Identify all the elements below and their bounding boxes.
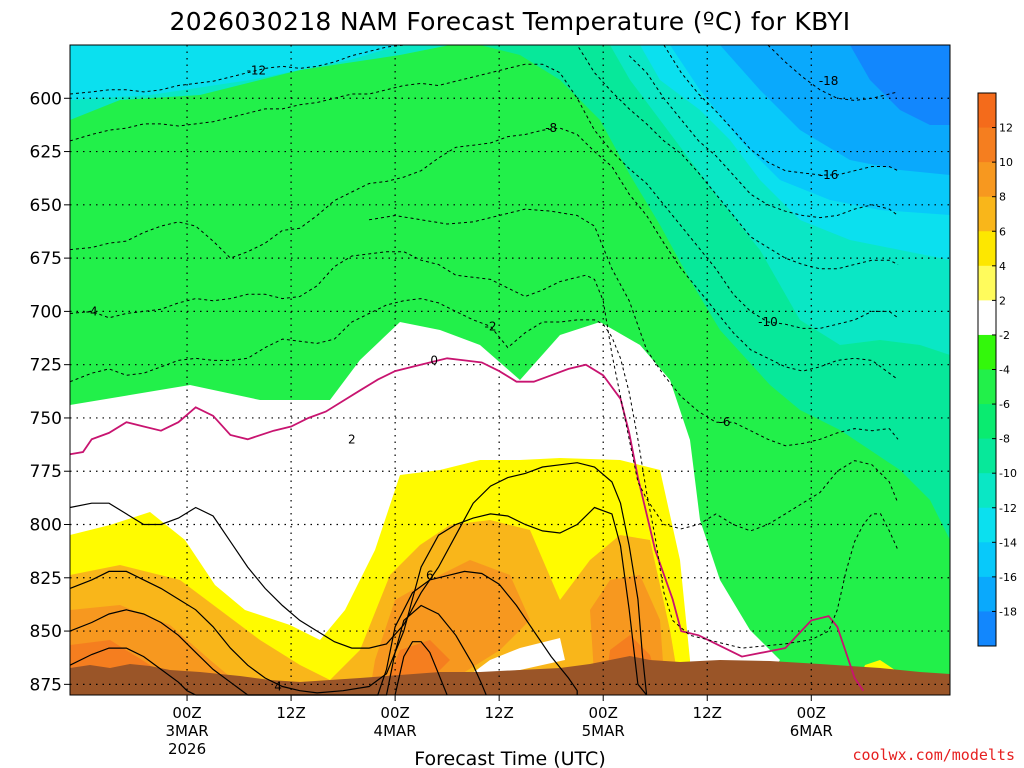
- y-tick-label: 825: [30, 569, 62, 589]
- colorbar-label: -8: [999, 433, 1010, 446]
- y-tick-label: 700: [30, 302, 62, 322]
- x-tick-label: 12Z: [484, 704, 513, 722]
- y-tick-label: 800: [30, 516, 62, 536]
- contour-label: 2: [348, 432, 356, 446]
- colorbar-label: -18: [999, 605, 1017, 618]
- x-tick-label: 00Z: [380, 704, 409, 722]
- colorbar-label: -10: [999, 467, 1017, 480]
- x-tick-date: 4MAR: [374, 722, 417, 740]
- colorbar-swatch: [978, 473, 996, 509]
- contour-minus16C: [663, 44, 899, 176]
- contour-minus18C: [767, 44, 899, 101]
- contour-minus14C: [628, 55, 899, 219]
- colorbar-label: -6: [999, 398, 1010, 411]
- contour-minus2C: [69, 298, 899, 649]
- contour-label: 0: [430, 353, 438, 367]
- contour-minus6C: [369, 208, 899, 447]
- chart-title: 2026030218 NAM Forecast Temperature (ºC)…: [170, 7, 851, 36]
- y-tick-label: 600: [30, 89, 62, 109]
- colorbar-swatch: [978, 300, 996, 336]
- fill-darkblue: [850, 45, 950, 125]
- colorbar-swatch: [978, 265, 996, 301]
- contour-minus8C: [69, 127, 899, 381]
- y-tick-label: 650: [30, 196, 62, 216]
- contour-label: -2: [485, 319, 497, 333]
- colorbar-swatch: [978, 196, 996, 232]
- contour-minus4C: [69, 251, 899, 532]
- y-tick-label: 775: [30, 462, 62, 482]
- colorbar-swatch: [978, 231, 996, 267]
- fill-white-pocket: [250, 538, 565, 675]
- colorbar-label: 10: [999, 156, 1013, 169]
- contour-label: 6: [426, 569, 434, 583]
- x-tick-label: 00Z: [172, 704, 201, 722]
- contour-label: -8: [545, 121, 557, 135]
- contour-label: -10: [758, 315, 778, 329]
- contour-4C: [69, 506, 648, 696]
- contour-label: -16: [819, 168, 839, 182]
- colorbar-swatch: [978, 542, 996, 578]
- colorbar-label: 2: [999, 294, 1006, 307]
- colorbar-label: 12: [999, 122, 1013, 135]
- colorbar-swatch: [978, 334, 996, 370]
- y-tick-label: 750: [30, 409, 62, 429]
- colorbar-swatch: [978, 507, 996, 543]
- contour-minus10C: [69, 63, 899, 329]
- colorbar-swatch: [978, 438, 996, 474]
- y-tick-label: 625: [30, 143, 62, 163]
- y-tick-label: 675: [30, 249, 62, 269]
- terrain: [70, 656, 950, 695]
- colorbar-label: -12: [999, 502, 1017, 515]
- contour-label: -18: [819, 74, 839, 88]
- colorbar-swatch: [978, 369, 996, 405]
- x-tick-label: 12Z: [276, 704, 305, 722]
- colorbar-label: 6: [999, 225, 1006, 238]
- colorbar-label: -16: [999, 571, 1017, 584]
- colorbar-label: -14: [999, 536, 1017, 549]
- contour-labels: 0 -2 -4 -6 -8 -10 -12 -16 -18 2 4 6: [86, 64, 839, 694]
- colorbar-label: -2: [999, 329, 1010, 342]
- contour-label: -4: [86, 304, 98, 318]
- colorbar-label: -4: [999, 364, 1010, 377]
- x-tick-label: 12Z: [693, 704, 722, 722]
- credit-text: coolwx.com/modelts: [852, 746, 1015, 764]
- plot-area: 0 -2 -4 -6 -8 -10 -12 -16 -18 2 4 6: [69, 44, 951, 696]
- contour-label: -12: [247, 64, 267, 78]
- contour-label: 4: [274, 679, 282, 693]
- colorbar-swatch: [978, 576, 996, 612]
- colorbar-swatch: [978, 93, 996, 129]
- x-tick-date: 5MAR: [582, 722, 625, 740]
- colorbar: 12 10 8 6 4 2 -2 -4 -6 -8 -10 -12 -14 -16 -18: [977, 92, 1017, 647]
- x-tick-date: 6MAR: [790, 722, 833, 740]
- colorbar-label: 8: [999, 191, 1006, 204]
- y-tick-label: 850: [30, 622, 62, 642]
- x-tick-year: 2026: [168, 740, 206, 758]
- fill-orange: [70, 560, 665, 690]
- contour-0C: [69, 357, 865, 692]
- y-tick-label: 725: [30, 356, 62, 376]
- contour-10C: [394, 641, 448, 696]
- x-tick-date: 3MAR: [165, 722, 208, 740]
- x-tick-label: 00Z: [589, 704, 618, 722]
- colorbar-swatch: [978, 404, 996, 440]
- colorbar-swatch: [978, 162, 996, 198]
- y-axis: 600 625 650 675 700 725 750 775 800 825 850 875: [30, 89, 70, 695]
- plot-frame: [69, 44, 951, 696]
- gridlines: [70, 45, 950, 695]
- colorbar-label: 4: [999, 260, 1006, 273]
- y-tick-label: 875: [30, 675, 62, 695]
- x-tick-label: 00Z: [797, 704, 826, 722]
- contour-2C: [69, 462, 648, 696]
- colorbar-swatch: [978, 127, 996, 163]
- contour-6C: [69, 570, 578, 696]
- colorbar-swatch: [978, 611, 996, 647]
- contour-label: -6: [719, 415, 731, 429]
- x-axis-label: Forecast Time (UTC): [414, 748, 605, 768]
